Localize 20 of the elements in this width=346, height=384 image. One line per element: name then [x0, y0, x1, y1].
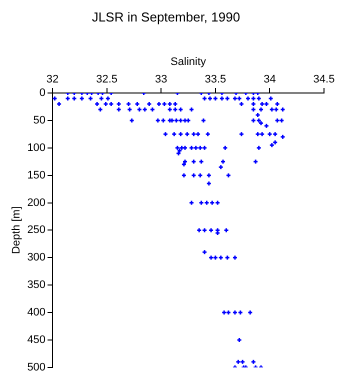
y-tick-label: 200 [27, 196, 46, 209]
x-tick-label: 34.5 [313, 73, 335, 86]
x-tick-label: 32 [46, 73, 59, 86]
y-tick-label: 250 [27, 224, 46, 236]
y-tick-label: 100 [27, 142, 46, 154]
y-tick-label: 350 [27, 279, 46, 292]
x-axis-title: Salinity [170, 56, 206, 68]
y-tick-label: 500 [27, 361, 46, 374]
chart-title: JLSR in September, 1990 [92, 9, 240, 24]
x-tick-label: 32.5 [96, 73, 118, 86]
y-tick-label: 400 [27, 306, 46, 319]
y-tick-label: 0 [39, 87, 46, 100]
x-tick-label: 34 [264, 73, 276, 86]
y-tick-label: 50 [33, 114, 46, 126]
y-tick-label: 450 [27, 334, 46, 346]
y-axis-title: Depth [m] [10, 206, 23, 254]
y-tick-label: 150 [27, 169, 46, 182]
x-tick-label: 33.5 [204, 73, 226, 86]
y-tick-label: 300 [27, 252, 46, 264]
x-tick-label: 33 [155, 73, 168, 86]
